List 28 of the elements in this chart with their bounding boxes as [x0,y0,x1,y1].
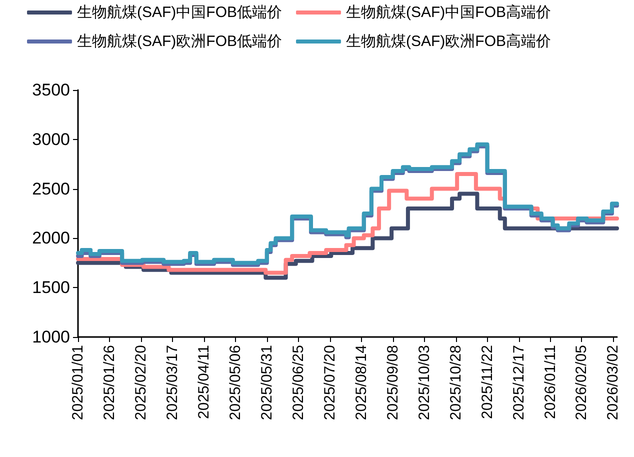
y-tick-label: 1000 [32,328,70,346]
y-tick-label: 1500 [32,278,70,298]
x-tick-label: 2025/10/28 [447,345,464,420]
x-tick-label: 2025/12/17 [510,345,528,420]
x-tick-label: 2025/04/11 [195,345,212,419]
y-tick-label: 3000 [32,130,70,149]
x-tick-label: 2025/02/20 [132,345,150,420]
x-tick-label: 2025/10/03 [416,345,433,420]
y-tick-label: 2500 [32,179,70,198]
y-tick-label: 3500 [32,80,70,100]
x-tick-label: 2025/03/17 [164,345,181,420]
x-tick-label: 2025/01/01 [70,345,86,420]
x-tick-label: 2025/11/22 [478,345,496,419]
x-tick-label: 2025/06/25 [290,345,307,420]
x-tick-label: 2025/01/26 [100,345,118,420]
x-tick-label: 2025/09/08 [384,345,402,420]
x-tick-label: 2026/01/11 [542,345,559,419]
legend-label: 生物航煤(SAF)欧洲FOB低端价 [77,33,282,50]
y-tick-label: 2000 [32,228,70,248]
legend-label: 生物航煤(SAF)中国FOB低端价 [77,4,282,21]
x-tick-label: 2026/03/02 [604,345,622,420]
x-tick-label: 2025/05/06 [226,345,244,420]
x-tick-label: 2025/07/20 [321,345,338,420]
x-tick-label: 2025/08/14 [352,345,370,420]
legend-label: 生物航煤(SAF)中国FOB高端价 [346,4,551,21]
x-tick-label: 2026/02/05 [573,345,590,420]
x-tick-label: 2025/05/31 [258,345,276,420]
legend-label: 生物航煤(SAF)欧洲FOB高端价 [346,33,551,50]
